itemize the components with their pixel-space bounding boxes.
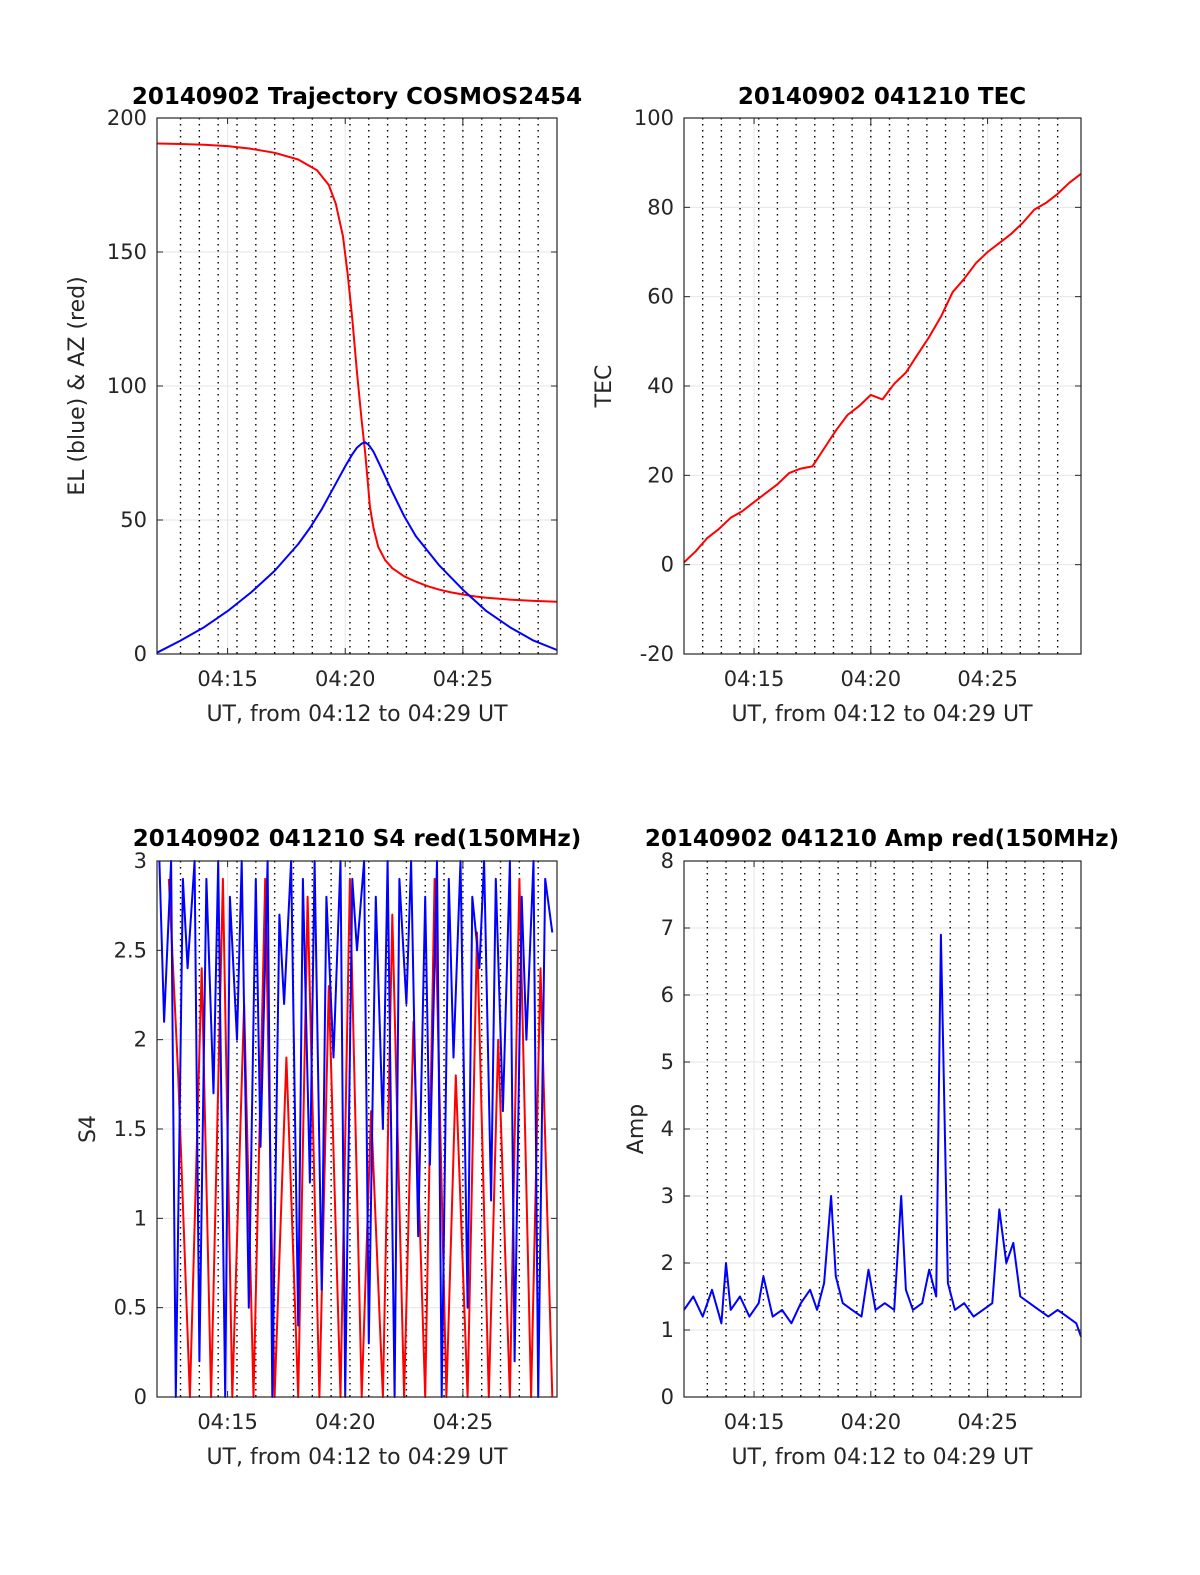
s4-ytick-label: 1.5 bbox=[114, 1117, 147, 1141]
trajectory-series-el bbox=[156, 441, 558, 654]
amp-ytick-label: 5 bbox=[661, 1050, 674, 1074]
amp-xlabel: UT, from 04:12 to 04:29 UT bbox=[731, 1445, 1033, 1470]
amp-ytick-label: 6 bbox=[661, 983, 674, 1007]
tec-title: 20140902 041210 TEC bbox=[738, 84, 1026, 110]
trajectory-ylabel: EL (blue) & AZ (red) bbox=[65, 276, 90, 495]
tec-ylabel: TEC bbox=[592, 365, 617, 409]
s4-series-s4-blue bbox=[158, 860, 554, 1398]
tec-series-tec bbox=[683, 173, 1082, 564]
trajectory-ytick-label: 200 bbox=[107, 106, 147, 130]
s4-ytick-label: 0 bbox=[134, 1385, 147, 1409]
trajectory-series bbox=[156, 142, 558, 654]
amp-ytick-label: 7 bbox=[661, 916, 674, 940]
tec-panel: -20 0 20 40 60 80 100 04:15 04:20 04:25 20140902 … bbox=[592, 84, 1082, 727]
s4-title: 20140902 041210 S4 red(150MHz) bbox=[133, 826, 582, 852]
s4-xlabel: UT, from 04:12 to 04:29 UT bbox=[206, 1445, 508, 1470]
amp-xtick-label: 04:20 bbox=[841, 1410, 902, 1434]
trajectory-ytick-label: 50 bbox=[120, 508, 147, 532]
trajectory-xtick-label: 04:20 bbox=[315, 667, 376, 691]
amp-ticks: 0 1 2 3 4 5 6 7 8 04:15 04:20 04:25 bbox=[661, 849, 1081, 1434]
tec-ytick-label: 100 bbox=[634, 106, 674, 130]
tec-xlabel: UT, from 04:12 to 04:29 UT bbox=[731, 702, 1033, 727]
trajectory-ytick-label: 100 bbox=[107, 374, 147, 398]
tec-ytick-label: 40 bbox=[647, 374, 674, 398]
s4-panel: 0 0.5 1 1.5 2 2.5 3 04:15 04:20 04:25 20140902 04… bbox=[76, 826, 581, 1470]
tec-ytick-label: 60 bbox=[647, 285, 674, 309]
amp-ylabel: Amp bbox=[624, 1104, 649, 1154]
tec-series bbox=[683, 173, 1082, 564]
s4-xtick-label: 04:25 bbox=[433, 1410, 494, 1434]
s4-ticks: 0 0.5 1 1.5 2 2.5 3 04:15 04:20 04:25 bbox=[114, 849, 557, 1434]
amp-ytick-label: 2 bbox=[661, 1251, 674, 1275]
tec-ytick-label: -20 bbox=[640, 642, 674, 666]
trajectory-xtick-label: 04:25 bbox=[433, 667, 494, 691]
amp-series bbox=[683, 933, 1082, 1338]
amp-ytick-label: 8 bbox=[661, 849, 674, 873]
trajectory-xtick-label: 04:15 bbox=[197, 667, 258, 691]
amp-xtick-label: 04:15 bbox=[724, 1410, 785, 1434]
s4-ytick-label: 0.5 bbox=[114, 1296, 147, 1320]
s4-xtick-label: 04:15 bbox=[197, 1410, 258, 1434]
amp-series-amp bbox=[683, 933, 1082, 1338]
amp-ytick-label: 3 bbox=[661, 1184, 674, 1208]
tec-ytick-label: 20 bbox=[647, 463, 674, 487]
trajectory-series-az bbox=[156, 142, 558, 603]
trajectory-ytick-label: 0 bbox=[134, 642, 147, 666]
amp-panel: 0 1 2 3 4 5 6 7 8 04:15 04:20 04:25 20140902 041210… bbox=[624, 826, 1119, 1470]
amp-ytick-label: 1 bbox=[661, 1318, 674, 1342]
s4-ylabel: S4 bbox=[76, 1115, 101, 1143]
tec-ytick-label: 80 bbox=[647, 195, 674, 219]
tec-ticks: -20 0 20 40 60 80 100 04:15 04:20 04:25 bbox=[634, 106, 1081, 691]
amp-ytick-label: 4 bbox=[661, 1117, 674, 1141]
tec-xtick-label: 04:15 bbox=[724, 667, 785, 691]
s4-xtick-label: 04:20 bbox=[315, 1410, 376, 1434]
tec-xtick-label: 04:25 bbox=[957, 667, 1018, 691]
amp-ytick-label: 0 bbox=[661, 1385, 674, 1409]
s4-ytick-label: 1 bbox=[134, 1206, 147, 1230]
trajectory-title: 20140902 Trajectory COSMOS2454 bbox=[132, 84, 582, 110]
tec-xtick-label: 04:20 bbox=[841, 667, 902, 691]
s4-ytick-label: 3 bbox=[134, 849, 147, 873]
trajectory-ytick-label: 150 bbox=[107, 240, 147, 264]
s4-ytick-label: 2 bbox=[134, 1028, 147, 1052]
tec-ytick-label: 0 bbox=[661, 553, 674, 577]
amp-title: 20140902 041210 Amp red(150MHz) bbox=[645, 826, 1119, 852]
amp-xtick-label: 04:25 bbox=[957, 1410, 1018, 1434]
s4-ytick-label: 2.5 bbox=[114, 938, 147, 962]
trajectory-panel: 0 50 100 150 200 04:15 04:20 04:25 20140902 Tra… bbox=[65, 84, 582, 727]
trajectory-xlabel: UT, from 04:12 to 04:29 UT bbox=[206, 702, 508, 727]
trajectory-ticks: 0 50 100 150 200 04:15 04:20 04:25 bbox=[107, 106, 557, 691]
